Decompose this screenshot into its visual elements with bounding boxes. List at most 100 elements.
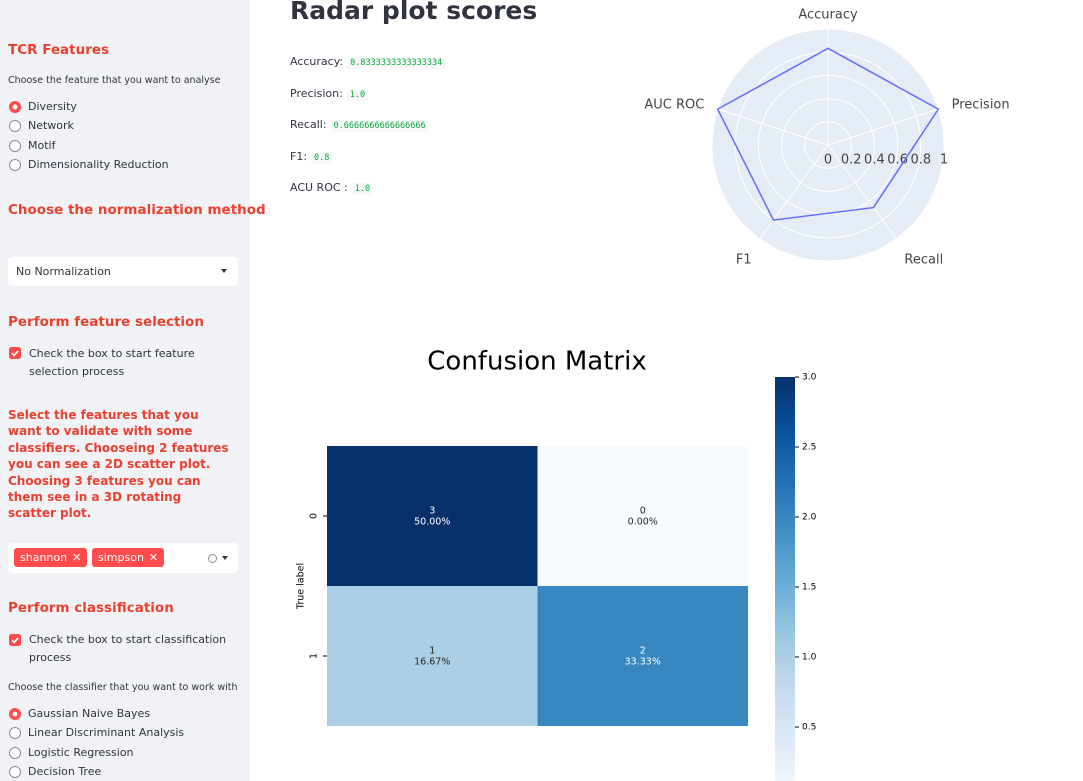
section-title: TCR Features: [8, 42, 110, 58]
heatmap-cell: [327, 586, 538, 726]
metric-value: 0.8: [311, 151, 333, 164]
metric-label: Recall:: [290, 118, 327, 132]
select-box[interactable]: No Normalization: [8, 257, 238, 286]
colorbar-tick-label: 2.0: [802, 513, 817, 523]
checkbox[interactable]: [8, 346, 22, 360]
cell-count: 3: [429, 506, 435, 517]
radio[interactable]: [8, 765, 22, 779]
y-tick-label: 0: [309, 513, 320, 519]
prompt: Choose the feature that you want to anal…: [8, 75, 221, 86]
cell-percent: 0.00%: [628, 517, 658, 528]
radar-spoke: [827, 108, 939, 146]
y-axis-label: True label: [296, 563, 307, 610]
heatmap-cell: [537, 586, 748, 726]
tag-label: simpson: [98, 551, 144, 564]
clear-icon[interactable]: [208, 554, 217, 563]
info-text: Select the features that you want to val…: [8, 408, 229, 521]
checkbox-box: [9, 347, 21, 359]
heatmap-title: Confusion Matrix: [427, 347, 646, 377]
radio[interactable]: [8, 158, 22, 172]
metric-label: F1:: [290, 149, 308, 163]
radio-dot: [12, 104, 18, 110]
radial-tick-label: 1: [940, 153, 948, 168]
metric-value: 1.0: [346, 88, 369, 101]
page-title: Radar plot scores: [290, 0, 538, 25]
radio[interactable]: [8, 707, 22, 721]
radio-label[interactable]: Network: [28, 119, 74, 133]
cell-count: 0: [640, 506, 646, 517]
radio-label[interactable]: Logistic Regression: [28, 745, 134, 759]
radio-label[interactable]: Gaussian Naive Bayes: [28, 707, 151, 720]
radar-category-label: Accuracy: [798, 8, 858, 23]
radar-category-label: F1: [736, 253, 752, 268]
y-tick-label: 1: [309, 653, 320, 659]
sidebar: TCR Features Choose the feature that you …: [0, 0, 266, 781]
section-title: Choose the normalization method: [8, 202, 266, 218]
radio-dot: [12, 711, 18, 717]
colorbar-tick-label: 1.5: [802, 583, 816, 593]
prompt: Choose the classifier that you want to w…: [8, 682, 238, 693]
select-caret: [221, 269, 227, 273]
colorbar-tick-label: 1.0: [802, 653, 817, 663]
radar-line: [716, 47, 940, 221]
colorbar-tick-label: 3.0: [802, 373, 817, 383]
cell-percent: 50.00%: [414, 517, 450, 528]
metric-value: 1.0: [351, 183, 374, 196]
radar-spoke: [827, 144, 897, 240]
tag[interactable]: shannon ✕: [14, 548, 88, 567]
radio-off: [9, 746, 21, 759]
radio[interactable]: [8, 726, 22, 740]
radio-label[interactable]: Motif: [28, 138, 56, 152]
radial-tick-label: 0.4: [864, 153, 885, 168]
cell-percent: 16.67%: [414, 657, 450, 668]
radio-off: [9, 727, 21, 740]
radio-label[interactable]: Diversity: [28, 100, 77, 113]
section-title: Perform feature selection: [8, 314, 204, 330]
metric-value: 0.6666666666666666: [330, 120, 429, 133]
radio[interactable]: [8, 100, 22, 114]
radio-off: [9, 766, 21, 779]
tag-label: shannon: [20, 551, 68, 564]
radar-spoke: [717, 108, 829, 146]
checkbox-label[interactable]: Check the box to start classification pr…: [29, 633, 227, 664]
tag-remove[interactable]: ✕: [72, 551, 82, 564]
radial-tick-label: 0.8: [910, 153, 931, 168]
radio-label[interactable]: Dimensionality Reduction: [28, 158, 169, 172]
radio[interactable]: [8, 746, 22, 760]
radial-tick-label: 0: [824, 153, 832, 168]
radio-label[interactable]: Linear Discriminant Analysis: [28, 726, 185, 740]
tag-remove[interactable]: ✕: [148, 551, 159, 564]
colorbar-tick-label: 2.5: [802, 443, 816, 453]
metric: Precision: 1.0: [290, 87, 369, 101]
metric: F1: 0.8: [290, 149, 333, 164]
checkbox[interactable]: [8, 633, 22, 647]
radio-off: [9, 139, 21, 152]
checkbox-check: [11, 637, 19, 644]
checkbox-label[interactable]: Check the box to start feature selection…: [29, 347, 195, 378]
cell-percent: 33.33%: [625, 657, 661, 668]
select-value: No Normalization: [16, 265, 111, 278]
radio-label[interactable]: Decision Tree: [28, 765, 102, 779]
checkbox-box: [9, 634, 21, 646]
cell-count: 2: [640, 646, 646, 657]
metric-label: Accuracy:: [290, 55, 344, 68]
radar-category-label: Precision: [952, 97, 1010, 112]
tag[interactable]: simpson ✕: [92, 548, 165, 567]
metric: ACU ROC :1.0: [290, 181, 374, 196]
radio-off: [9, 159, 21, 172]
metric-value: 0.8333333333333334: [347, 57, 446, 69]
multiselect[interactable]: shannon ✕ simpson ✕: [8, 543, 238, 573]
radar-category-label: Recall: [904, 253, 943, 268]
radial-tick-label: 0.2: [841, 153, 862, 168]
radio[interactable]: [8, 139, 22, 153]
radio[interactable]: [8, 119, 22, 133]
heatmap-cell: [537, 446, 748, 586]
checkbox-check: [11, 350, 19, 357]
metric-label: ACU ROC :: [290, 181, 348, 195]
heatmap-cell: [327, 446, 538, 586]
section-title: Perform classification: [8, 600, 174, 616]
cell-count: 1: [429, 646, 435, 657]
radar-spoke: [759, 144, 829, 240]
